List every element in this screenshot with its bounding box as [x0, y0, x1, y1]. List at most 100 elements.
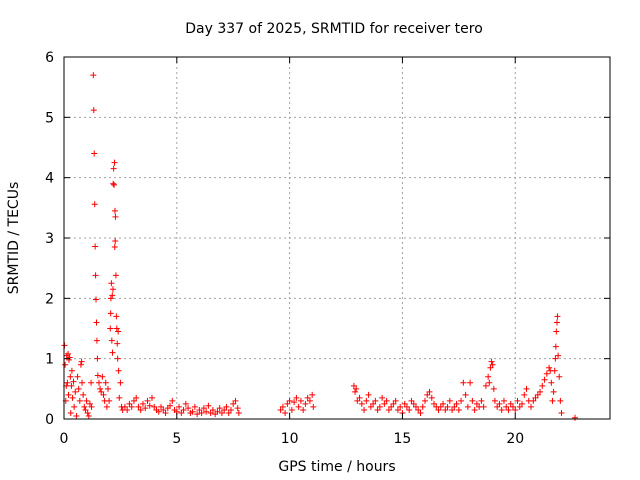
data-point — [100, 391, 107, 398]
data-point — [225, 409, 232, 416]
x-tick-label: 5 — [172, 431, 181, 447]
data-point — [203, 408, 210, 415]
data-point — [500, 397, 507, 404]
data-point — [116, 394, 123, 401]
data-point — [490, 385, 497, 392]
data-point — [81, 403, 88, 410]
data-point — [367, 403, 374, 410]
data-point — [496, 400, 503, 407]
data-point — [155, 408, 162, 415]
data-point — [176, 403, 183, 410]
data-point — [507, 400, 514, 407]
data-point — [88, 403, 95, 410]
data-point — [406, 406, 413, 413]
data-point — [158, 403, 165, 410]
data-point — [550, 388, 557, 395]
data-point — [162, 409, 169, 416]
data-point — [453, 400, 460, 407]
data-point — [392, 397, 399, 404]
data-point — [218, 409, 225, 416]
data-point — [107, 295, 114, 302]
data-point — [284, 400, 291, 407]
data-point — [451, 403, 458, 410]
data-point — [512, 406, 519, 413]
data-point — [279, 403, 286, 410]
data-point — [361, 406, 368, 413]
data-point — [108, 280, 115, 287]
data-point — [160, 406, 167, 413]
data-point — [65, 350, 72, 357]
data-point — [553, 319, 560, 326]
data-point — [471, 406, 478, 413]
data-point — [182, 400, 189, 407]
data-point — [114, 355, 121, 362]
data-point — [460, 379, 467, 386]
data-point — [523, 385, 530, 392]
data-point — [90, 72, 97, 79]
data-point — [286, 397, 293, 404]
y-tick-label: 1 — [45, 352, 54, 368]
data-point — [227, 406, 234, 413]
data-point — [464, 403, 471, 410]
data-point — [137, 406, 144, 413]
data-point — [79, 379, 86, 386]
y-tick-label: 3 — [45, 231, 54, 247]
data-point — [363, 397, 370, 404]
data-point — [97, 385, 104, 392]
data-point — [539, 382, 546, 389]
data-point — [410, 400, 417, 407]
data-point — [111, 244, 118, 251]
data-point — [142, 405, 149, 412]
data-point — [73, 412, 80, 419]
data-point — [180, 406, 187, 413]
data-point — [537, 388, 544, 395]
data-point — [488, 358, 495, 365]
data-point — [135, 403, 142, 410]
data-point — [98, 388, 105, 395]
data-point — [353, 385, 360, 392]
data-point — [111, 207, 118, 214]
data-point — [530, 397, 537, 404]
data-point — [370, 400, 377, 407]
x-tick-label: 10 — [281, 431, 299, 447]
y-tick-label: 5 — [45, 110, 54, 126]
data-point — [93, 319, 100, 326]
data-point — [352, 388, 359, 395]
data-point — [543, 370, 550, 377]
data-point — [234, 405, 241, 412]
data-point — [70, 378, 77, 385]
data-point — [109, 286, 116, 293]
data-point — [356, 394, 363, 401]
data-point — [417, 409, 424, 416]
y-axis-title: SRMTID / TECUs — [6, 182, 22, 295]
data-point — [498, 406, 505, 413]
data-point — [194, 411, 201, 418]
data-point — [107, 325, 114, 332]
data-point — [62, 361, 69, 368]
data-point — [514, 397, 521, 404]
data-point — [528, 403, 535, 410]
data-point — [72, 388, 79, 395]
data-point — [151, 403, 158, 410]
data-point — [558, 409, 565, 416]
data-point — [372, 397, 379, 404]
data-point — [80, 391, 87, 398]
x-tick-label: 20 — [506, 431, 524, 447]
data-point — [469, 397, 476, 404]
data-point — [113, 313, 120, 320]
data-point — [487, 364, 494, 371]
data-point — [67, 409, 74, 416]
data-point — [230, 400, 237, 407]
data-point — [185, 405, 192, 412]
data-point — [189, 408, 196, 415]
data-point — [113, 325, 120, 332]
data-point — [548, 379, 555, 386]
data-point — [365, 391, 372, 398]
data-point — [191, 403, 198, 410]
data-point — [397, 403, 404, 410]
data-point — [557, 397, 564, 404]
data-point — [449, 406, 456, 413]
data-point — [75, 385, 82, 392]
data-point — [117, 379, 124, 386]
data-point — [69, 394, 76, 401]
